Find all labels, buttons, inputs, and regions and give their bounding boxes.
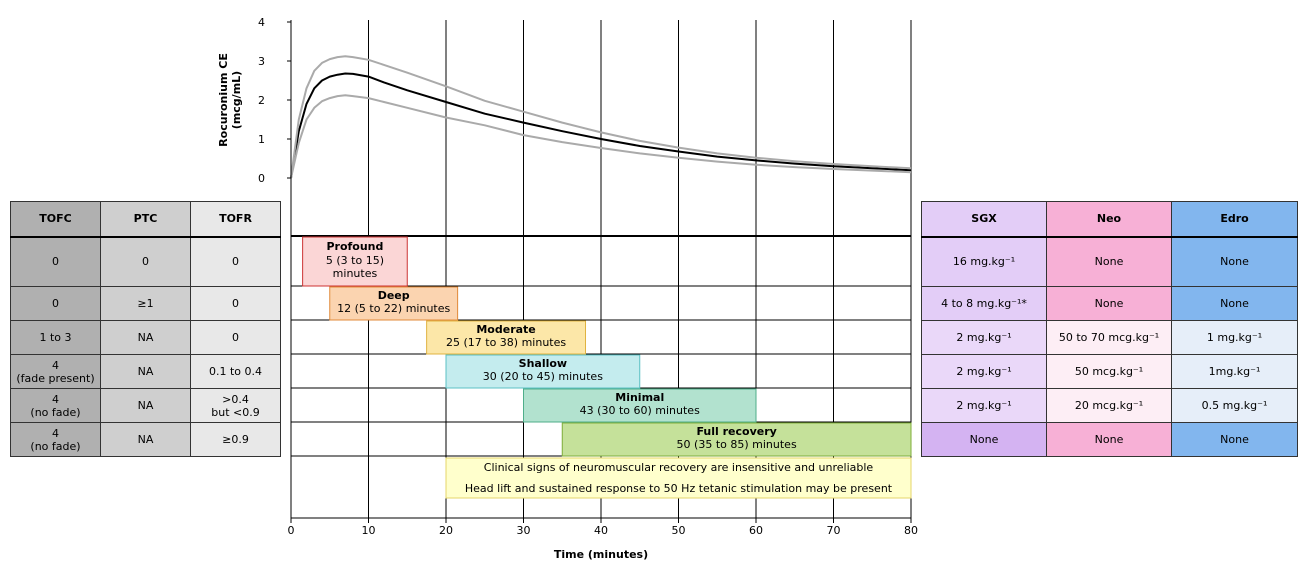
tofr-cell: ≥0.9 [190, 422, 281, 457]
edro-dose: 1mg.kg⁻¹ [1171, 354, 1298, 389]
neo-dose: 50 mcg.kg⁻¹ [1046, 354, 1172, 389]
edro-dose: 0.5 mg.kg⁻¹ [1171, 388, 1298, 423]
y-tick-label: 2 [258, 94, 265, 107]
header-tofr: TOFR [190, 201, 281, 238]
concentration-curve-upper [290, 55, 912, 179]
tofc-cell: 4 (no fade) [10, 422, 101, 457]
tofc-note: (fade present) [16, 371, 95, 385]
block-title: Profound [326, 240, 383, 253]
note-text: Head lift and sustained response to 50 H… [465, 482, 893, 495]
block-duration: 43 (30 to 60) minutes [580, 404, 700, 417]
reversal-dose-table: SGX Neo Edro 16 mg.kg⁻¹ None None 4 to 8… [921, 201, 1298, 457]
tofc-note: (no fade) [30, 439, 81, 453]
sgx-dose: 2 mg.kg⁻¹ [921, 388, 1047, 423]
ptc-cell: ≥1 [100, 286, 191, 321]
tofc-note: (no fade) [30, 405, 81, 419]
header-sgx: SGX [921, 201, 1047, 238]
ptc-cell: 0 [100, 236, 191, 287]
tofc-cell: 0 [10, 286, 101, 321]
sgx-dose: 2 mg.kg⁻¹ [921, 320, 1047, 355]
tofc-cell: 4 (fade present) [10, 354, 101, 389]
depth-block [426, 320, 586, 355]
edro-dose: None [1171, 422, 1298, 457]
x-tick-label: 30 [517, 524, 531, 537]
block-duration: 25 (17 to 38) minutes [446, 336, 566, 349]
block-title: Minimal [615, 391, 664, 404]
block-duration: 50 (35 to 85) minutes [677, 438, 797, 451]
neo-dose: None [1046, 422, 1172, 457]
ptc-cell: NA [100, 320, 191, 355]
monitoring-table: TOFC PTC TOFR 0 0 0 0 ≥1 0 1 to 3 NA 0 4… [10, 201, 281, 457]
sgx-dose: 2 mg.kg⁻¹ [921, 354, 1047, 389]
tofr-value: >0.4 [222, 392, 249, 406]
x-tick-label: 10 [362, 524, 376, 537]
tofr-cell: 0 [190, 320, 281, 355]
x-tick-label: 40 [594, 524, 608, 537]
x-tick-label: 70 [827, 524, 841, 537]
depth-block [523, 388, 757, 423]
depth-block [561, 422, 912, 457]
x-tick-label: 20 [439, 524, 453, 537]
tofc-cell: 4 (no fade) [10, 388, 101, 423]
edro-dose: 1 mg.kg⁻¹ [1171, 320, 1298, 355]
sgx-dose: 16 mg.kg⁻¹ [921, 236, 1047, 287]
block-duration: 30 (20 to 45) minutes [483, 370, 603, 383]
header-edro: Edro [1171, 201, 1298, 238]
block-duration: minutes [333, 267, 378, 280]
x-tick-label: 50 [672, 524, 686, 537]
tofc-cell: 0 [10, 236, 101, 287]
ptc-cell: NA [100, 422, 191, 457]
neo-dose: 50 to 70 mcg.kg⁻¹ [1046, 320, 1172, 355]
x-tick-label: 0 [288, 524, 295, 537]
sgx-dose: None [921, 422, 1047, 457]
concentration-curve-lower [290, 94, 912, 179]
block-duration: 12 (5 to 22) minutes [337, 302, 450, 315]
tofr-cell: 0.1 to 0.4 [190, 354, 281, 389]
edro-dose: None [1171, 236, 1298, 287]
header-ptc: PTC [100, 201, 191, 238]
tofr-note: but <0.9 [211, 405, 260, 419]
tofc-value: 4 [52, 426, 59, 440]
tofr-cell: >0.4 but <0.9 [190, 388, 281, 423]
note-text: Clinical signs of neuromuscular recovery… [484, 461, 874, 474]
block-title: Deep [378, 289, 410, 302]
neo-dose: None [1046, 286, 1172, 321]
y-tick-label: 1 [258, 133, 265, 146]
x-tick-label: 60 [749, 524, 763, 537]
block-title: Moderate [476, 323, 535, 336]
depth-block [445, 354, 641, 389]
tofc-value: 4 [52, 392, 59, 406]
y-axis-label: Rocuronium CE(mcg/mL) [217, 53, 243, 147]
block-title: Shallow [519, 357, 567, 370]
depth-block [329, 286, 459, 321]
sgx-dose: 4 to 8 mg.kg⁻¹* [921, 286, 1047, 321]
tofc-cell: 1 to 3 [10, 320, 101, 355]
y-tick-label: 4 [258, 16, 265, 29]
ptc-cell: NA [100, 388, 191, 423]
tofc-value: 4 [52, 358, 59, 372]
x-tick-label: 80 [904, 524, 918, 537]
clinical-signs-note [445, 457, 912, 499]
y-tick-label: 0 [258, 172, 265, 185]
depth-block [302, 236, 408, 287]
block-duration: 5 (3 to 15) [326, 254, 384, 267]
block-title: Full recovery [696, 425, 776, 438]
neo-dose: None [1046, 236, 1172, 287]
y-tick-label: 3 [258, 55, 265, 68]
tofr-cell: 0 [190, 236, 281, 287]
ptc-cell: NA [100, 354, 191, 389]
x-axis-label: Time (minutes) [554, 548, 648, 561]
header-tofc: TOFC [10, 201, 101, 238]
concentration-curves [290, 55, 912, 179]
header-neo: Neo [1046, 201, 1172, 238]
edro-dose: None [1171, 286, 1298, 321]
tofr-cell: 0 [190, 286, 281, 321]
neo-dose: 20 mcg.kg⁻¹ [1046, 388, 1172, 423]
concentration-curve-mean [290, 72, 912, 179]
